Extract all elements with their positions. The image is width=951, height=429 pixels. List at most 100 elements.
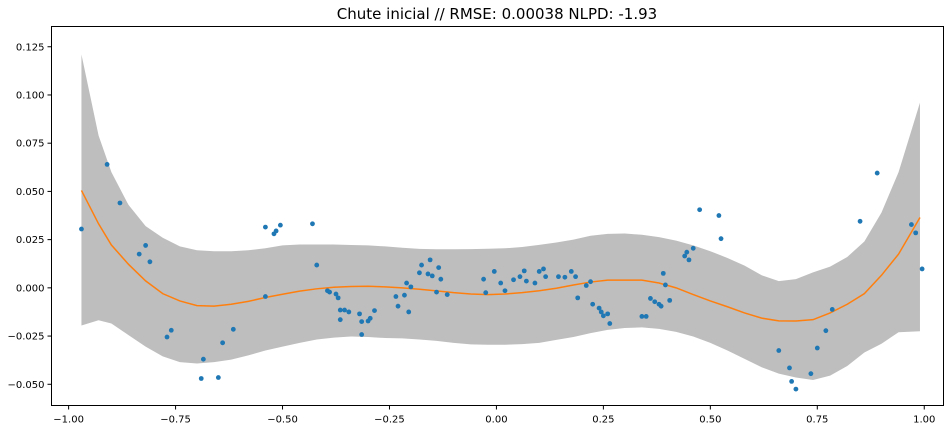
data-point <box>789 378 795 384</box>
y-tick-label: −0.025 <box>7 332 44 343</box>
data-point <box>521 268 527 274</box>
data-point <box>481 276 486 282</box>
data-point <box>406 309 412 315</box>
data-point <box>314 262 320 268</box>
y-tick-label: 0.100 <box>16 90 45 101</box>
data-point <box>919 266 925 272</box>
data-point <box>814 345 820 351</box>
data-point <box>168 327 174 333</box>
plot-area <box>79 54 925 392</box>
data-point <box>335 295 341 301</box>
data-point <box>600 313 606 319</box>
data-point <box>408 284 414 290</box>
y-tick-label: −0.050 <box>7 380 44 391</box>
data-point <box>483 290 489 296</box>
data-point <box>690 245 696 251</box>
data-point <box>523 278 529 284</box>
data-point <box>164 334 170 340</box>
data-point <box>417 270 422 276</box>
data-point <box>333 291 339 297</box>
data-point <box>787 365 792 371</box>
data-point <box>541 266 546 272</box>
data-point <box>658 303 664 309</box>
x-tick-label: 1.00 <box>913 415 935 426</box>
data-point <box>793 386 799 392</box>
data-point <box>367 315 373 321</box>
data-point <box>404 280 409 286</box>
y-tick-label: 0.050 <box>16 187 45 198</box>
data-point <box>429 273 435 279</box>
data-point <box>337 317 343 323</box>
data-point <box>277 222 283 228</box>
x-tick-label: −0.50 <box>267 415 298 426</box>
data-point <box>342 307 347 313</box>
data-point <box>215 375 221 380</box>
data-point <box>230 326 236 332</box>
x-axis: −1.00 −0.75 −0.50 −0.25 0.00 0.25 0.50 0.75 1.00 <box>53 405 935 426</box>
data-point <box>434 289 439 295</box>
data-point <box>716 213 722 218</box>
data-point <box>652 299 658 305</box>
x-tick-label: 0.75 <box>806 415 828 426</box>
data-point <box>575 295 581 301</box>
data-point <box>402 292 407 298</box>
uncertainty-band <box>81 54 920 381</box>
data-point <box>357 311 362 317</box>
data-point <box>393 294 399 299</box>
mean-prediction-line <box>80 190 921 322</box>
data-point <box>823 328 829 334</box>
x-tick-label: 0.50 <box>699 415 721 426</box>
data-point <box>543 274 549 280</box>
data-point <box>359 332 365 337</box>
data-point <box>874 170 880 176</box>
data-point <box>829 307 835 312</box>
data-point <box>590 301 596 307</box>
data-point <box>663 282 668 288</box>
data-point <box>491 269 497 274</box>
data-point <box>639 313 645 319</box>
data-point <box>425 271 431 277</box>
data-point <box>200 356 206 362</box>
data-point <box>136 251 142 257</box>
data-point <box>660 270 666 276</box>
data-point <box>147 259 153 265</box>
data-point <box>502 288 508 294</box>
data-point <box>346 309 352 315</box>
y-tick-label: 0.025 <box>16 235 45 246</box>
data-point <box>556 274 561 280</box>
data-point <box>79 226 84 232</box>
data-point <box>220 340 226 346</box>
axes-frame <box>51 26 944 406</box>
data-point <box>143 243 149 248</box>
data-point <box>568 269 574 274</box>
data-point <box>583 283 589 288</box>
data-point <box>517 274 523 280</box>
data-point <box>511 277 516 283</box>
data-point <box>310 221 315 227</box>
x-tick-label: −0.25 <box>374 415 405 426</box>
data-point <box>596 305 602 311</box>
data-point <box>588 279 593 285</box>
data-point <box>605 311 611 317</box>
data-point <box>643 313 649 319</box>
data-point <box>776 348 782 353</box>
data-point <box>808 371 814 377</box>
data-point <box>104 162 110 167</box>
y-tick-label: 0.075 <box>16 139 45 150</box>
data-point <box>436 265 442 270</box>
data-point <box>857 218 863 224</box>
x-tick-label: 0.25 <box>592 415 614 426</box>
data-point <box>718 236 724 242</box>
data-point <box>648 296 653 301</box>
data-point <box>684 249 690 255</box>
data-point <box>598 309 604 315</box>
data-point <box>395 303 401 309</box>
x-tick-label: 0.00 <box>485 415 507 426</box>
data-point <box>697 207 703 213</box>
data-point <box>682 253 688 259</box>
x-tick-label: −1.00 <box>53 415 84 426</box>
data-point <box>532 280 538 286</box>
data-point <box>909 222 914 227</box>
data-point <box>607 321 613 326</box>
observation-points <box>79 162 925 392</box>
